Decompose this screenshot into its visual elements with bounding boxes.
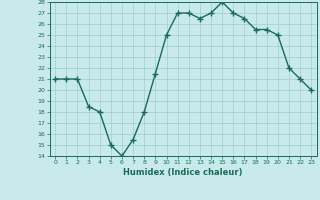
X-axis label: Humidex (Indice chaleur): Humidex (Indice chaleur) [124,168,243,177]
